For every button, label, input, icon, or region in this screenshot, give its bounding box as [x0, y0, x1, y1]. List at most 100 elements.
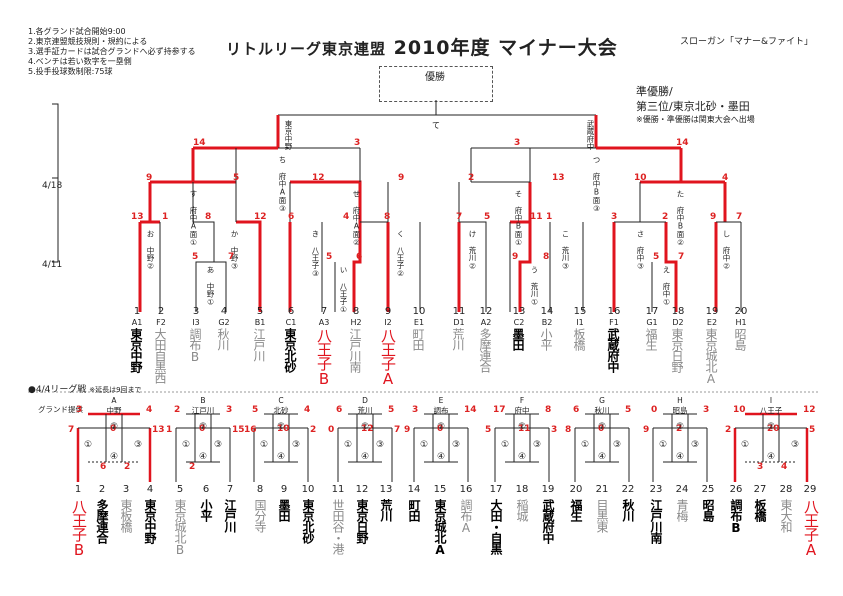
team-number: 15	[573, 306, 587, 317]
team-name: 東京中野	[129, 328, 143, 372]
score-t14: 9	[710, 212, 717, 222]
league-team-number: 13	[379, 484, 393, 495]
league-team-name: 八王子B	[70, 499, 88, 558]
team-number: 3	[192, 306, 200, 317]
round-l3: か 中野③	[230, 230, 239, 271]
game-order-mark: ③	[452, 440, 461, 450]
league-team-number: 23	[649, 484, 663, 495]
league-team-name: 東大和	[779, 499, 793, 532]
tournament-team: 15 I1 板橋	[569, 306, 591, 350]
league-score: 9	[643, 425, 650, 435]
team-number: 9	[384, 306, 392, 317]
league-team-name: 世田谷・港	[331, 499, 345, 554]
score-u3: 5	[326, 252, 333, 262]
team-number: 17	[645, 306, 659, 317]
league-team: 21 目黒東	[592, 484, 612, 532]
league-score: 3	[226, 405, 233, 415]
team-number: 8	[352, 306, 360, 317]
league-team: 13 荒川	[376, 484, 396, 521]
game-order-mark: ③	[791, 440, 800, 450]
league-team-number: 7	[226, 484, 234, 495]
league-team-name: 東京日野	[355, 499, 369, 543]
team-name: 八王子A	[379, 328, 397, 387]
score-top-right: 3	[514, 138, 521, 148]
league-team-name: 東京北砂	[301, 499, 315, 543]
tournament-team: 20 H1 昭島	[730, 306, 752, 350]
team-name: 大田自黒西	[153, 328, 167, 383]
team-seed: A1	[131, 318, 143, 327]
game-order-mark: ②	[110, 422, 119, 432]
league-team-name: 福生	[569, 499, 583, 521]
game-order-mark: ④	[598, 452, 607, 462]
game-order-mark: ①	[84, 440, 93, 450]
league-ground: 調布	[433, 406, 449, 415]
game-order-mark: ④	[518, 452, 527, 462]
league-team-number: 1	[74, 484, 82, 495]
page-title: リトルリーグ東京連盟 2010年度 マイナー大会	[226, 33, 618, 60]
score-t7: 8	[384, 212, 391, 222]
score-t6: 4	[343, 212, 350, 222]
game-order-mark: ④	[110, 452, 119, 462]
league-team-name: 稲城	[515, 499, 529, 521]
team-name: 江戸川南	[348, 328, 362, 372]
league-score: 6	[336, 405, 343, 415]
game-order-mark: ②	[767, 422, 776, 432]
team-name: 福生	[644, 328, 658, 350]
date-label-1: 4/18	[42, 181, 63, 191]
final-left-label: 東京中野	[284, 120, 293, 150]
league-team-number: 12	[355, 484, 369, 495]
league-score: 10	[277, 424, 290, 434]
league-team: 15 東京城北A	[430, 484, 450, 556]
tournament-team: 10 E1 町田	[408, 306, 430, 350]
team-seed: F2	[156, 318, 166, 327]
score-u7: 5	[653, 252, 660, 262]
league-team-number: 8	[256, 484, 264, 495]
league-score: 0	[651, 405, 658, 415]
league-team: 4 東京中野	[140, 484, 160, 543]
league-team: 16 調布A	[456, 484, 476, 534]
league-score: 3	[76, 405, 83, 415]
game-order-mark: ②	[676, 422, 685, 432]
league-score: 4	[304, 405, 311, 415]
league-score: 4	[146, 405, 153, 415]
league-team: 8 国分寺	[250, 484, 270, 532]
league-team-number: 5	[176, 484, 184, 495]
note-4: 4.ベンチは若い数字を一塁側	[28, 57, 132, 66]
team-name: 町田	[411, 328, 425, 350]
game-order-mark: ③	[376, 440, 385, 450]
league-score: 6	[100, 462, 107, 472]
league-score: 11	[518, 424, 531, 434]
league-score: 5	[252, 405, 259, 415]
league-team: 18 稲城	[512, 484, 532, 521]
score-u1: 5	[192, 252, 199, 262]
league-title: ●4/4リーグ戦 ※延長は9回まで	[28, 382, 142, 395]
score-t2: 1	[162, 212, 169, 222]
game-order-mark: ③	[134, 440, 143, 450]
league-group-letter: D	[362, 396, 368, 405]
league-team: 11 世田谷・港	[328, 484, 348, 554]
league-team-name: 江戸川	[223, 499, 237, 532]
score-t8: 7	[456, 212, 463, 222]
league-team-number: 20	[569, 484, 583, 495]
team-seed: B1	[254, 318, 266, 327]
team-name: 秋川	[216, 328, 230, 350]
round-r5: う 荒川①	[530, 266, 539, 307]
score-t9: 5	[484, 212, 491, 222]
league-group-letter: A	[111, 396, 117, 405]
round-r3: け 荒川②	[468, 230, 477, 271]
league-team-name: 昭島	[701, 499, 715, 521]
note-3: 3.選手証カードは試合グランドへ必ず持参する	[28, 47, 196, 56]
team-number: 12	[479, 306, 493, 317]
league-team-name: 青梅	[675, 499, 689, 521]
team-number: 4	[220, 306, 228, 317]
league-score: 0	[199, 424, 206, 434]
game-order-mark: ③	[292, 440, 301, 450]
league-team-number: 10	[301, 484, 315, 495]
tournament-team: 13 C2 墨田	[508, 306, 530, 350]
league-team-number: 15	[433, 484, 447, 495]
third-place-line: 第三位/東京北砂・墨田	[636, 100, 750, 113]
league-score: 8	[545, 405, 552, 415]
tournament-team: 11 D1 荒川	[448, 306, 470, 350]
round-r6: た 府中B面②	[676, 190, 685, 247]
score-s7: 10	[634, 173, 647, 183]
